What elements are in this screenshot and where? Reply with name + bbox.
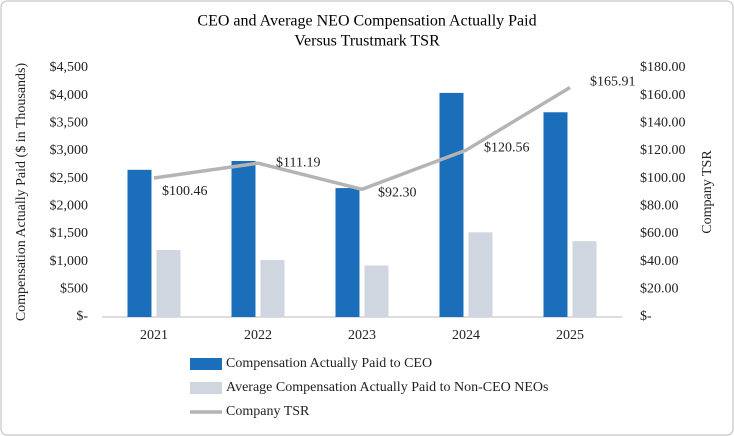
bar bbox=[468, 232, 493, 317]
y2-tick-label: $100.00 bbox=[640, 171, 686, 186]
y2-tick-label: $120.00 bbox=[640, 143, 686, 158]
data-label: $120.56 bbox=[484, 140, 530, 155]
y-tick-label: $3,000 bbox=[50, 143, 89, 158]
y2-tick-label: $20.00 bbox=[640, 282, 679, 297]
y-tick-label: $1,000 bbox=[50, 254, 89, 269]
y-tick-label: $3,500 bbox=[50, 116, 89, 131]
legend-label: Company TSR bbox=[226, 404, 310, 419]
legend-swatch bbox=[190, 382, 222, 394]
y-tick-label: $4,000 bbox=[50, 88, 89, 103]
legend-swatch bbox=[190, 358, 222, 370]
y2-tick-label: $180.00 bbox=[640, 60, 686, 75]
chart-title: CEO and Average NEO Compensation Actuall… bbox=[197, 13, 536, 30]
legend-label: Compensation Actually Paid to CEO bbox=[226, 356, 432, 371]
x-tick-label: 2021 bbox=[140, 328, 168, 343]
bar bbox=[156, 250, 181, 317]
legend-label: Average Compensation Actually Paid to No… bbox=[226, 380, 548, 395]
data-label: $92.30 bbox=[378, 186, 417, 201]
y-tick-label: $4,500 bbox=[50, 60, 89, 75]
y2-tick-label: $60.00 bbox=[640, 226, 679, 241]
bar bbox=[364, 265, 389, 317]
y2-axis-title: Company TSR bbox=[700, 150, 715, 234]
x-tick-label: 2025 bbox=[556, 328, 584, 343]
data-label: $100.46 bbox=[162, 184, 208, 199]
chart-subtitle: Versus Trustmark TSR bbox=[294, 33, 440, 50]
y-tick-label: $2,500 bbox=[50, 171, 89, 186]
y2-tick-label: $140.00 bbox=[640, 116, 686, 131]
bar bbox=[572, 241, 597, 317]
y-tick-label: $- bbox=[76, 309, 88, 324]
y-tick-label: $1,500 bbox=[50, 226, 89, 241]
x-tick-label: 2023 bbox=[348, 328, 376, 343]
y-axis-title: Compensation Actually Paid ($ in Thousan… bbox=[14, 63, 29, 322]
bar bbox=[543, 112, 568, 318]
bar bbox=[439, 92, 464, 318]
y2-tick-label: $160.00 bbox=[640, 88, 686, 103]
data-label: $111.19 bbox=[276, 155, 320, 170]
data-label: $165.91 bbox=[590, 75, 636, 90]
y2-tick-label: $40.00 bbox=[640, 254, 679, 269]
bar bbox=[260, 260, 285, 317]
y2-tick-label: $- bbox=[640, 309, 652, 324]
bar bbox=[127, 169, 152, 317]
tsr-line bbox=[153, 85, 571, 192]
bar bbox=[231, 160, 256, 317]
y-tick-label: $2,000 bbox=[50, 199, 89, 214]
y-tick-label: $500 bbox=[60, 282, 88, 297]
x-tick-label: 2022 bbox=[244, 328, 272, 343]
y2-tick-label: $80.00 bbox=[640, 199, 679, 214]
x-tick-label: 2024 bbox=[452, 328, 480, 343]
bar bbox=[335, 188, 360, 317]
